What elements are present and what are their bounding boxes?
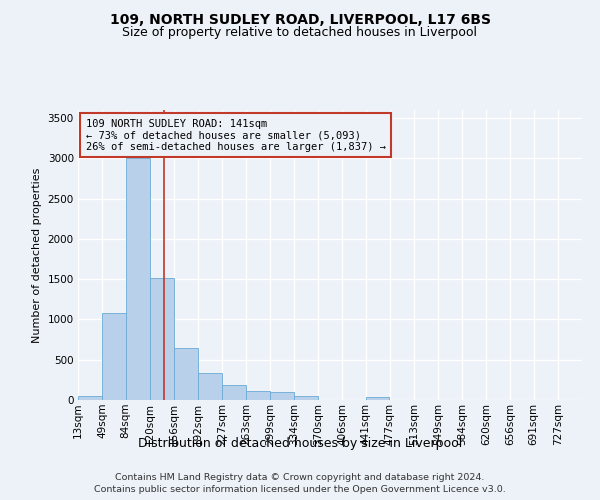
Bar <box>270 392 294 400</box>
Bar <box>174 348 198 400</box>
Bar <box>198 374 222 400</box>
Y-axis label: Number of detached properties: Number of detached properties <box>32 168 42 342</box>
Bar <box>246 392 270 400</box>
Text: Size of property relative to detached houses in Liverpool: Size of property relative to detached ho… <box>122 26 478 39</box>
Text: Contains HM Land Registry data © Crown copyright and database right 2024.: Contains HM Land Registry data © Crown c… <box>115 472 485 482</box>
Bar <box>102 313 126 400</box>
Text: Distribution of detached houses by size in Liverpool: Distribution of detached houses by size … <box>138 438 462 450</box>
Bar <box>222 385 245 400</box>
Bar <box>294 396 317 400</box>
Text: 109 NORTH SUDLEY ROAD: 141sqm
← 73% of detached houses are smaller (5,093)
26% o: 109 NORTH SUDLEY ROAD: 141sqm ← 73% of d… <box>86 118 386 152</box>
Text: 109, NORTH SUDLEY ROAD, LIVERPOOL, L17 6BS: 109, NORTH SUDLEY ROAD, LIVERPOOL, L17 6… <box>110 12 491 26</box>
Bar <box>365 396 389 400</box>
Text: Contains public sector information licensed under the Open Government Licence v3: Contains public sector information licen… <box>94 485 506 494</box>
Bar <box>78 396 102 400</box>
Bar <box>150 278 174 400</box>
Bar <box>126 158 149 400</box>
